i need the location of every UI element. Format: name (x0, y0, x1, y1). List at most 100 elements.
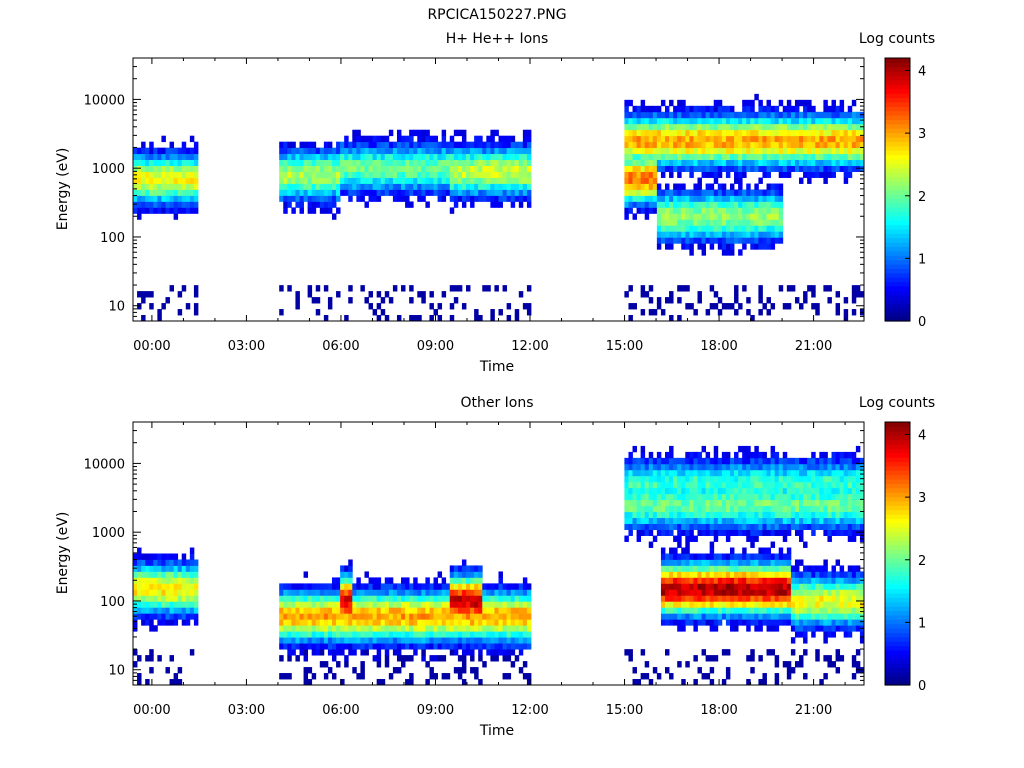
spectrogram-cell (839, 141, 845, 149)
spectrogram-cell (729, 213, 735, 220)
spectrogram-cell (693, 309, 698, 316)
spectrogram-cell (843, 165, 849, 172)
spectrogram-cell (340, 679, 345, 686)
spectrogram-cell (754, 129, 759, 137)
spectrogram-cell (526, 601, 532, 608)
spectrogram-cell (177, 601, 183, 608)
spectrogram-cell (401, 153, 406, 161)
spectrogram-cell (470, 565, 475, 572)
spectrogram-cell (839, 153, 845, 161)
spectrogram-cell (478, 183, 483, 190)
x-axis-label: Time (479, 359, 514, 375)
spectrogram-cell (851, 577, 857, 584)
spectrogram-cell (770, 213, 776, 220)
spectrogram-cell (725, 159, 731, 166)
spectrogram-cell (685, 619, 690, 626)
spectrogram-cell (803, 165, 808, 172)
colorbar-swatch (885, 259, 910, 265)
colorbar-swatch (885, 145, 910, 151)
spectrogram-cell (790, 517, 796, 525)
spectrogram-cell (689, 505, 694, 513)
spectrogram-cell (640, 147, 646, 155)
spectrogram-cell (133, 177, 138, 184)
spectrogram-cell (827, 153, 832, 161)
spectrogram-cell (705, 457, 711, 465)
spectrogram-cell (815, 153, 820, 161)
spectrogram-cell (474, 189, 479, 196)
spectrogram-cell (819, 481, 824, 489)
spectrogram-cell (782, 457, 788, 465)
colorbar-swatch (885, 106, 910, 112)
spectrogram-cell (482, 607, 487, 614)
spectrogram-cell (851, 451, 857, 459)
spectrogram-cell (738, 111, 743, 119)
spectrogram-cell (677, 589, 682, 596)
spectrogram-cell (677, 469, 682, 477)
spectrogram-cell (311, 607, 317, 614)
spectrogram-cell (153, 607, 158, 614)
spectrogram-cell (323, 631, 329, 638)
spectrogram-cell (721, 237, 727, 244)
spectrogram-cell (725, 511, 731, 519)
spectrogram-cell (799, 463, 804, 471)
spectrogram-cell (648, 541, 654, 548)
spectrogram-cell (709, 469, 715, 477)
spectrogram-cell (660, 595, 666, 602)
spectrogram-cell (506, 195, 512, 202)
spectrogram-cell (433, 159, 438, 166)
spectrogram-cell (413, 607, 418, 614)
spectrogram-cell (770, 153, 776, 161)
spectrogram-cell (425, 183, 430, 190)
spectrogram-cell (291, 159, 296, 166)
spectrogram-cell (648, 177, 654, 184)
spectrogram-cell (279, 183, 284, 190)
spectrogram-cell (401, 625, 406, 632)
spectrogram-cell (181, 571, 187, 578)
spectrogram-cell (392, 583, 398, 590)
spectrogram-cell (835, 303, 841, 310)
spectrogram-cell (681, 99, 686, 107)
spectrogram-cell (811, 499, 816, 507)
spectrogram-cell (177, 607, 183, 614)
spectrogram-cell (340, 141, 345, 149)
spectrogram-cell (689, 159, 694, 166)
spectrogram-cell (356, 583, 361, 590)
spectrogram-cell (299, 595, 304, 602)
spectrogram-cell (157, 607, 162, 614)
spectrogram-cell (189, 583, 195, 590)
spectrogram-cell (851, 625, 857, 632)
spectrogram-cell (331, 655, 337, 662)
spectrogram-cell (843, 171, 849, 178)
spectrogram-cell (721, 613, 727, 620)
spectrogram-cell (729, 547, 735, 554)
spectrogram-cell (478, 171, 483, 178)
spectrogram-cell (640, 129, 646, 137)
spectrogram-cell (648, 189, 654, 196)
spectrogram-cell (786, 673, 792, 680)
spectrogram-cell (754, 195, 759, 202)
spectrogram-cell (327, 171, 333, 178)
spectrogram-cell (648, 487, 654, 495)
colorbar-swatch (885, 189, 910, 195)
spectrogram-cell (644, 135, 650, 143)
colorbar-swatch (885, 220, 910, 226)
spectrogram-cell (417, 135, 422, 143)
spectrogram-cell (506, 147, 512, 155)
spectrogram-cell (656, 183, 662, 190)
spectrogram-cell (433, 625, 438, 632)
spectrogram-cell (839, 475, 845, 483)
spectrogram-cell (364, 583, 369, 590)
spectrogram-cell (843, 469, 849, 477)
spectrogram-cell (441, 637, 447, 644)
spectrogram-cell (803, 607, 808, 614)
spectrogram-cell (677, 105, 682, 113)
spectrogram-cell (681, 213, 686, 220)
spectrogram-cell (193, 285, 199, 292)
spectrogram-cell (734, 213, 739, 220)
spectrogram-cell (669, 231, 674, 238)
spectrogram-cell (165, 577, 170, 584)
spectrogram-cell (782, 303, 788, 310)
spectrogram-cell (323, 643, 329, 650)
spectrogram-cell (689, 613, 694, 620)
spectrogram-cell (193, 577, 199, 584)
